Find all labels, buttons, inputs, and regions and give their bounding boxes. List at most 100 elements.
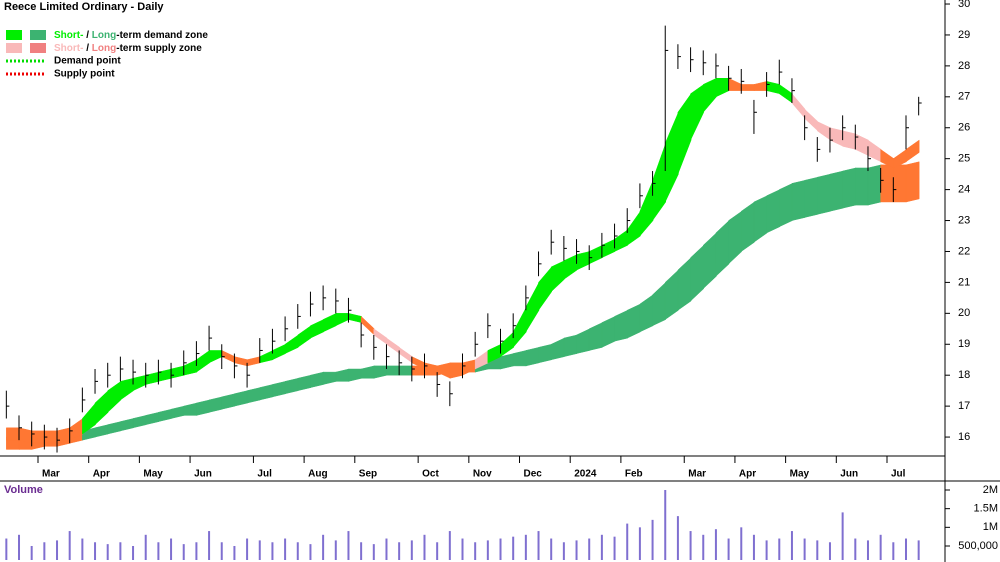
short-zone-segment [905,139,920,163]
volume-bar [600,534,603,560]
y-tick-label: 22 [958,245,970,257]
legend-entry: Short- / Long-term supply zone [54,43,202,54]
volume-bar [803,538,806,560]
volume-bar [499,538,502,560]
volume-bar [246,538,249,560]
volume-bar [68,531,71,560]
y-tick-label: 20 [958,307,970,319]
x-tick-label: Jun [840,469,858,480]
legend-swatch [30,43,46,53]
short-zone-segment [94,390,109,426]
volume-bar [651,519,654,560]
volume-bar [423,534,426,560]
y-tick-label: 21 [958,276,970,288]
volume-bar [778,538,781,560]
volume-bar [486,540,489,560]
x-tick-label: Apr [93,469,110,480]
volume-bar [765,540,768,560]
volume-bar [182,544,185,560]
volume-bar [233,545,236,560]
volume-bar [322,534,325,560]
x-tick-label: Jul [257,469,272,480]
short-zone-segment [690,83,705,141]
short-zone-segment [31,430,46,444]
legend-text: Short- [54,43,83,54]
volume-bar [436,542,439,560]
x-tick-label: Feb [625,469,643,480]
long-zone-segment [398,365,413,376]
volume-bar [790,531,793,560]
long-zone-segment [538,343,552,364]
x-tick-label: May [143,469,163,480]
x-tick-label: Jun [194,469,212,480]
volume-bar [18,534,21,560]
volume-bar [638,527,641,560]
volume-bar [626,523,629,560]
legend-text: Long [92,43,116,54]
volume-bar [727,538,730,560]
volume-bar [562,542,565,560]
volume-bar [157,542,160,560]
x-tick-label: Jul [891,469,906,480]
legend-entry: Demand point [54,56,121,67]
long-zone-segment [715,219,730,277]
y-tick-label: 19 [958,338,970,350]
long-zone-segment [842,167,857,209]
long-zone-segment [766,189,781,234]
long-zone-segment [563,334,578,357]
volume-bar [702,534,705,560]
volume-bar [56,540,59,560]
volume-bar [892,542,895,560]
long-zone-segment [880,164,895,203]
volume-bar [854,538,857,560]
volume-bar [917,540,920,560]
short-zone-segment [842,130,857,150]
volume-bar [866,540,869,560]
short-zone-segment [664,112,679,203]
long-zone-segment [893,164,907,203]
short-zone-segment [626,210,641,246]
volume-bar [689,531,692,560]
x-tick-label: Dec [524,469,543,480]
legend-text: Short- [54,30,83,41]
y-tick-label: 29 [958,29,970,41]
volume-bar [309,544,312,560]
volume-bar [81,538,84,560]
x-tick-label: 2024 [574,469,597,480]
volume-y-tick-label: 1M [983,521,998,533]
short-zone-segment [538,266,552,312]
x-tick-label: May [790,469,810,480]
long-zone-segment [741,201,755,252]
short-zone-segment [741,84,755,91]
volume-bar [360,542,363,560]
volume-bar [588,538,591,560]
x-tick-label: Apr [739,469,756,480]
volume-bar [537,531,540,560]
legend-entry: Short- / Long-term demand zone [54,30,208,41]
short-zone-segment [82,402,96,435]
volume-bar [398,542,401,560]
long-zone-segment [728,210,743,265]
long-zone-segment [626,303,641,339]
volume-bar [448,531,451,560]
legend-text: Long [92,30,116,41]
short-zone-segment [893,148,907,169]
long-zone-segment [855,167,869,206]
volume-bar [5,538,8,560]
long-zone-segment [703,232,717,290]
y-tick-label: 28 [958,60,970,72]
x-tick-label: Oct [422,469,439,480]
volume-bar [208,531,211,560]
y-tick-label: 16 [958,431,970,443]
y-tick-label: 18 [958,369,970,381]
volume-bar [347,531,350,560]
short-zone-segment [550,260,565,293]
long-zone-segment [804,176,819,218]
volume-bar [220,542,223,560]
short-zone-segment [512,307,527,349]
volume-bar [43,542,46,560]
long-zone-segment [817,173,831,215]
volume-bar [664,489,667,560]
